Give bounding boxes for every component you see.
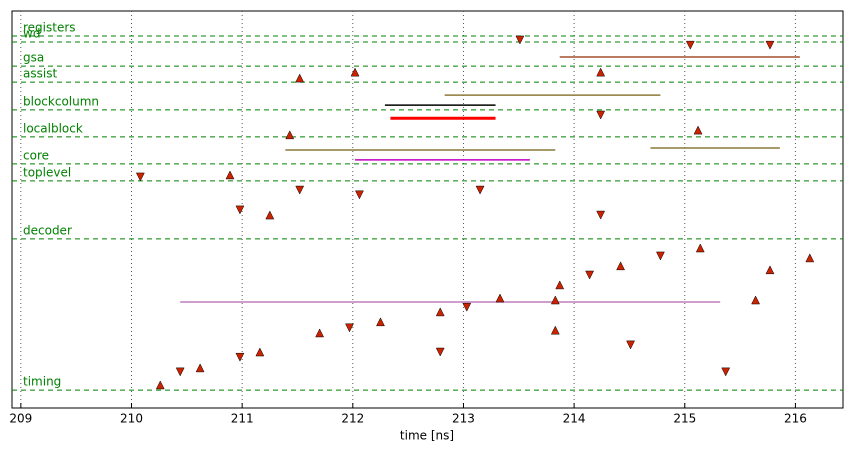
x-tick-label: 211 [231, 412, 254, 426]
marker [656, 251, 665, 261]
marker [751, 295, 760, 305]
marker [616, 261, 625, 271]
marker [345, 323, 354, 333]
level-label: localblock [23, 121, 83, 135]
marker [596, 210, 606, 220]
marker [235, 205, 245, 215]
x-tick-label: 210 [120, 412, 143, 426]
marker [225, 170, 235, 180]
marker [295, 185, 305, 195]
marker [805, 253, 815, 263]
x-tick-label: 215 [673, 412, 696, 426]
marker [255, 347, 265, 357]
marker [550, 325, 560, 335]
x-tick-label: 214 [563, 412, 586, 426]
x-tick-label: 212 [341, 412, 364, 426]
marker [285, 130, 295, 140]
level-label: blockcolumn [23, 94, 99, 108]
marker [721, 367, 731, 377]
level-label: assist [23, 67, 57, 81]
marker [435, 307, 445, 317]
marker [295, 73, 305, 83]
marker [475, 185, 485, 195]
marker [765, 265, 775, 275]
level-label: registers [23, 21, 76, 35]
marker [135, 172, 145, 182]
x-axis-label: time [ns] [400, 429, 454, 443]
marker [626, 340, 635, 350]
level-label: decoder [23, 223, 72, 237]
level-label: core [23, 148, 49, 162]
marker [435, 347, 445, 357]
marker [695, 243, 705, 253]
level-label: gsa [23, 51, 44, 65]
marker [315, 328, 325, 338]
marker [495, 293, 505, 303]
x-tick-label: 216 [784, 412, 807, 426]
marker [765, 40, 775, 50]
marker [235, 352, 245, 362]
marker [462, 302, 472, 312]
marker [596, 110, 606, 120]
marker [555, 280, 565, 290]
marker [515, 35, 525, 45]
level-label: timing [23, 375, 61, 389]
marker [195, 363, 205, 373]
marker [693, 125, 703, 135]
x-tick-label: 209 [9, 412, 32, 426]
marker [596, 67, 606, 77]
marker [155, 380, 165, 390]
marker [175, 367, 185, 377]
marker [355, 190, 364, 200]
marker [376, 317, 385, 327]
marker [550, 295, 560, 305]
x-tick-label: 213 [452, 412, 475, 426]
marker [685, 40, 695, 50]
marker [265, 210, 275, 220]
level-label: wd [23, 26, 40, 40]
marker [585, 270, 595, 280]
level-label: toplevel [23, 165, 71, 179]
plot-frame [11, 10, 844, 409]
marker [350, 67, 360, 77]
